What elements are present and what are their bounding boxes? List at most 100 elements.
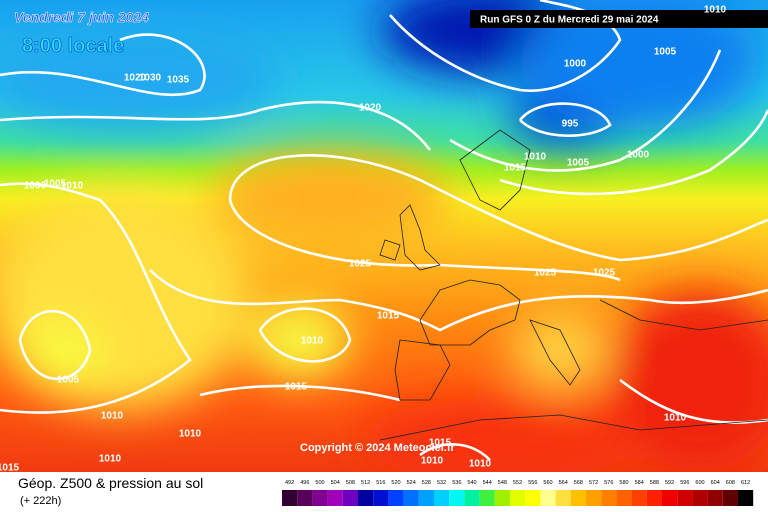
scale-label: 552 <box>513 480 522 486</box>
isobar-label: 1030 <box>139 73 162 84</box>
scale-label: 544 <box>483 480 492 486</box>
scale-label: 508 <box>346 480 355 486</box>
scale-swatch <box>586 490 602 506</box>
scale-swatch <box>312 490 328 506</box>
scale-swatch <box>555 490 571 506</box>
isobar-label: 1005 <box>44 179 67 190</box>
isobar-label: 1010 <box>469 459 492 470</box>
isobar-label: 1015 <box>504 163 527 174</box>
scale-swatch <box>570 490 586 506</box>
footer-title: Géop. Z500 & pression au sol <box>18 475 203 491</box>
scale-swatch <box>525 490 541 506</box>
scale-swatch <box>434 490 450 506</box>
isobar-label: 1010 <box>99 454 122 465</box>
scale-label: 548 <box>498 480 507 486</box>
scale-swatch <box>722 490 738 506</box>
isobar-label: 1010 <box>179 429 202 440</box>
isobar-label: 1005 <box>654 47 677 58</box>
scale-label: 492 <box>285 480 294 486</box>
isobar-label: 1000 <box>24 181 47 192</box>
scale-label: 608 <box>726 480 735 486</box>
scale-swatch <box>342 490 358 506</box>
scale-label: 588 <box>650 480 659 486</box>
scale-label: 568 <box>574 480 583 486</box>
scale-label: 540 <box>467 480 476 486</box>
scale-label: 496 <box>300 480 309 486</box>
scale-swatch <box>631 490 647 506</box>
scale-swatch <box>403 490 419 506</box>
time: 8:00 locale <box>22 35 124 57</box>
scale-label: 528 <box>422 480 431 486</box>
scale-label: 536 <box>452 480 461 486</box>
date: Vendredi 7 juin 2024 <box>14 9 149 25</box>
scale-swatch <box>677 490 693 506</box>
isobar-label: 1015 <box>0 463 20 474</box>
scale-label: 604 <box>711 480 720 486</box>
scale-label: 596 <box>680 480 689 486</box>
scale-label: 504 <box>331 480 340 486</box>
scale-label: 520 <box>391 480 400 486</box>
scale-swatch <box>464 490 480 506</box>
scale-swatch <box>540 490 556 506</box>
isobar-label: 1000 <box>564 59 587 70</box>
scale-swatch <box>358 490 374 506</box>
isobar-label: 1025 <box>534 268 557 279</box>
scale-swatch <box>616 490 632 506</box>
scale-swatch <box>662 490 678 506</box>
scale-swatch <box>692 490 708 506</box>
isobar-label: 1020 <box>124 73 147 84</box>
isobar-label: 1010 <box>704 5 727 16</box>
scale-swatch <box>510 490 526 506</box>
scale-swatch <box>373 490 389 506</box>
scale-label: 560 <box>543 480 552 486</box>
isobar-label: 1010 <box>664 413 687 424</box>
isobar-label: 995 <box>562 119 579 130</box>
scale-label: 532 <box>437 480 446 486</box>
isobar-label: 1010 <box>61 181 84 192</box>
scale-label: 512 <box>361 480 370 486</box>
isobar-label: 1015 <box>285 382 308 393</box>
scale-swatch <box>601 490 617 506</box>
isobar-label: 1035 <box>167 75 190 86</box>
scale-swatch <box>327 490 343 506</box>
isobar-label: 1020 <box>359 103 382 114</box>
isobars <box>0 0 768 460</box>
scale-swatch <box>646 490 662 506</box>
scale-label: 612 <box>741 480 750 486</box>
scale-label: 564 <box>559 480 568 486</box>
scale-label: 500 <box>315 480 324 486</box>
scale-swatch <box>282 490 298 506</box>
scale-swatch <box>479 490 495 506</box>
run-box <box>470 10 768 28</box>
scale-label: 572 <box>589 480 598 486</box>
scale-label: 576 <box>604 480 613 486</box>
scale-swatch <box>449 490 465 506</box>
isobar-label: 1005 <box>57 375 80 386</box>
coastlines <box>379 129 768 441</box>
isobar-label: 1005 <box>567 158 590 169</box>
footer-lead: (+ 222h) <box>20 495 61 507</box>
isobar-label: 1025 <box>349 259 372 270</box>
scale-swatch <box>494 490 510 506</box>
scale-swatch <box>388 490 404 506</box>
isobar-label: 1010 <box>101 411 124 422</box>
copyright: Copyright © 2024 Meteociel.fr <box>300 442 456 454</box>
isobar-label: 1010 <box>301 336 324 347</box>
isobar-label: 1015 <box>377 311 400 322</box>
isobar-label: 1015 <box>429 438 452 449</box>
scale-swatch <box>297 490 313 506</box>
run-info: Run GFS 0 Z du Mercredi 29 mai 2024 <box>480 15 659 26</box>
scale-label: 516 <box>376 480 385 486</box>
isobar-label: 1000 <box>627 150 650 161</box>
scale-label: 524 <box>407 480 416 486</box>
scale-label: 600 <box>695 480 704 486</box>
scale-swatch <box>738 490 754 506</box>
scale-label: 592 <box>665 480 674 486</box>
isobar-label: 1010 <box>524 152 547 163</box>
scale-label: 584 <box>635 480 644 486</box>
isobar-label: 1010 <box>421 456 444 467</box>
scale-swatch <box>418 490 434 506</box>
scale-label: 580 <box>619 480 628 486</box>
isobar-label: 1025 <box>593 268 616 279</box>
